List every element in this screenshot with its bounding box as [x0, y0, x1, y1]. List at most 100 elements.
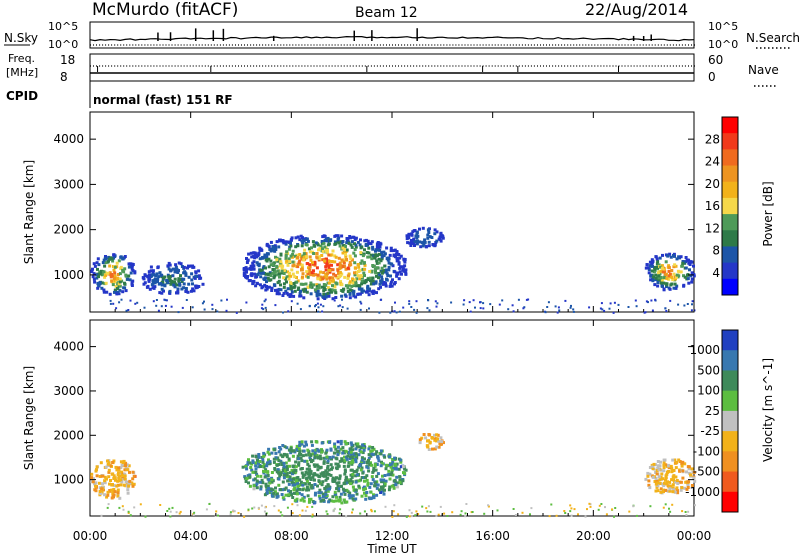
noise-cell: [296, 302, 299, 305]
range-gate-cell: [667, 264, 671, 268]
range-gate-cell: [651, 259, 655, 263]
range-gate-cell: [303, 248, 307, 252]
range-gate-cell: [680, 486, 684, 490]
range-gate-cell: [122, 286, 126, 290]
noise-cell: [133, 506, 136, 509]
range-gate-cell: [290, 236, 294, 240]
range-gate-cell: [654, 276, 658, 280]
x-tick-label: 12:00: [375, 529, 410, 543]
range-gate-cell: [352, 294, 356, 298]
range-gate-cell: [119, 478, 123, 482]
range-gate-cell: [324, 485, 328, 489]
range-gate-cell: [292, 488, 296, 492]
range-gate-cell: [306, 272, 310, 276]
noise-cell: [465, 503, 468, 505]
range-gate-cell: [313, 464, 317, 468]
date-label: 22/Aug/2014: [585, 0, 688, 19]
range-gate-cell: [325, 471, 329, 475]
range-gate-cell: [337, 489, 341, 493]
noise-cell: [645, 300, 648, 303]
noise-cell: [570, 507, 573, 510]
range-gate-cell: [362, 460, 366, 464]
range-gate-cell: [131, 477, 135, 481]
range-gate-cell: [345, 457, 349, 461]
range-gate-cell: [392, 249, 396, 253]
range-gate-cell: [687, 258, 691, 262]
range-gate-cell: [287, 482, 291, 486]
nave-tick-bottom: 0: [708, 70, 716, 84]
range-gate-cell: [389, 246, 393, 250]
range-gate-cell: [421, 244, 425, 248]
x-axis-label: Time UT: [366, 542, 417, 554]
range-gate-cell: [361, 451, 365, 455]
range-gate-cell: [376, 455, 380, 459]
nave-tick-top: 60: [708, 53, 723, 67]
range-gate-cell: [349, 441, 353, 445]
range-gate-cell: [269, 249, 273, 253]
noise-cell: [496, 509, 499, 512]
range-gate-cell: [336, 450, 340, 453]
range-gate-cell: [308, 482, 311, 485]
range-gate-cell: [269, 274, 273, 278]
range-gate-cell: [327, 500, 331, 504]
range-gate-cell: [281, 496, 285, 500]
range-gate-cell: [340, 283, 344, 287]
noise-cell: [684, 511, 687, 513]
range-gate-cell: [313, 500, 317, 504]
range-gate-cell: [126, 488, 130, 492]
noise-cell: [479, 301, 481, 304]
range-gate-cell: [306, 239, 310, 243]
range-gate-cell: [250, 274, 254, 278]
range-gate-cell: [290, 282, 294, 286]
range-gate-cell: [197, 269, 201, 273]
velocity-colorbar-tick: 25: [705, 404, 720, 418]
range-gate-cell: [661, 253, 664, 257]
range-gate-cell: [148, 287, 152, 291]
range-gate-cell: [394, 483, 398, 486]
range-gate-cell: [298, 444, 302, 448]
range-gate-cell: [120, 473, 124, 477]
range-gate-cell: [302, 473, 305, 477]
noise-cell: [650, 299, 653, 302]
range-gate-cell: [108, 482, 111, 486]
range-gate-cell: [326, 489, 330, 493]
range-gate-cell: [108, 292, 112, 296]
nsky-panel: [89, 21, 695, 49]
noise-cell: [482, 302, 485, 305]
noise-cell: [332, 510, 335, 513]
range-gate-cell: [300, 265, 304, 269]
range-gate-cell: [319, 457, 323, 461]
noise-cell: [563, 510, 566, 512]
range-gate-cell: [273, 468, 277, 472]
noise-cell: [415, 300, 418, 303]
range-gate-cell: [668, 489, 672, 493]
range-gate-cell: [259, 275, 263, 279]
range-gate-cell: [436, 437, 439, 441]
range-gate-cell: [338, 499, 342, 503]
range-gate-cell: [690, 484, 694, 487]
range-gate-cell: [99, 461, 103, 465]
range-gate-cell: [317, 283, 321, 287]
range-gate-cell: [316, 468, 320, 472]
range-gate-cell: [375, 259, 379, 263]
range-gate-cell: [291, 260, 295, 264]
range-gate-cell: [654, 476, 658, 480]
range-gate-cell: [247, 458, 250, 462]
range-gate-cell: [304, 453, 308, 457]
range-gate-cell: [131, 279, 135, 283]
range-gate-cell: [349, 495, 353, 499]
range-gate-cell: [356, 442, 360, 446]
range-gate-cell: [401, 267, 405, 271]
noise-cell: [304, 509, 307, 512]
noise-cell: [586, 508, 588, 511]
range-gate-cell: [397, 261, 401, 265]
range-gate-cell: [676, 275, 680, 279]
range-gate-cell: [324, 488, 328, 492]
range-gate-cell: [91, 267, 94, 271]
noise-cell: [316, 302, 319, 305]
noise-cell: [415, 510, 418, 513]
noise-cell: [359, 512, 362, 515]
range-gate-cell: [377, 257, 381, 261]
range-gate-cell: [648, 486, 652, 490]
range-gate-cell: [298, 238, 302, 242]
